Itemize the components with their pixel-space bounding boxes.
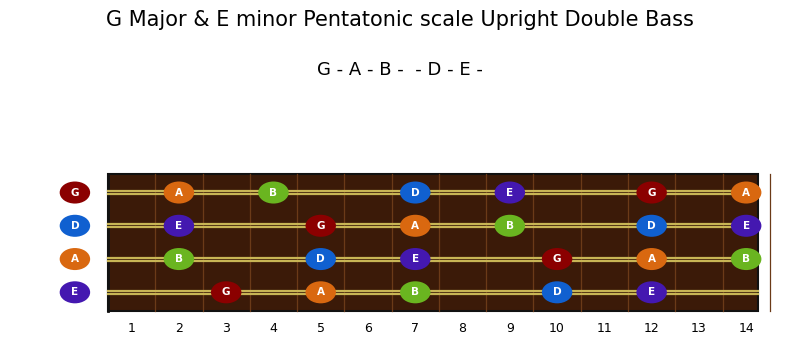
Circle shape xyxy=(401,216,430,236)
Circle shape xyxy=(496,216,524,236)
Text: A: A xyxy=(411,221,419,231)
Text: D: D xyxy=(553,287,562,297)
Circle shape xyxy=(732,182,760,202)
Text: 6: 6 xyxy=(364,322,372,335)
Text: A: A xyxy=(742,187,750,198)
Circle shape xyxy=(61,282,89,302)
Text: E: E xyxy=(175,221,182,231)
Circle shape xyxy=(638,182,666,202)
Text: 9: 9 xyxy=(506,322,514,335)
Circle shape xyxy=(543,249,571,269)
Text: E: E xyxy=(506,187,514,198)
Circle shape xyxy=(638,216,666,236)
FancyBboxPatch shape xyxy=(108,174,758,311)
Text: D: D xyxy=(647,221,656,231)
Circle shape xyxy=(165,182,193,202)
Text: G: G xyxy=(647,187,656,198)
Circle shape xyxy=(732,249,760,269)
Text: 3: 3 xyxy=(222,322,230,335)
Text: G - A - B -  - D - E -: G - A - B - - D - E - xyxy=(317,61,483,79)
Text: E: E xyxy=(71,287,78,297)
Text: B: B xyxy=(411,287,419,297)
Circle shape xyxy=(732,216,760,236)
Circle shape xyxy=(638,282,666,302)
Text: 11: 11 xyxy=(597,322,612,335)
Circle shape xyxy=(61,249,89,269)
Text: 2: 2 xyxy=(175,322,183,335)
Text: 14: 14 xyxy=(738,322,754,335)
Text: G: G xyxy=(70,187,79,198)
Text: E: E xyxy=(412,254,419,264)
Text: 10: 10 xyxy=(549,322,565,335)
Text: G: G xyxy=(317,221,325,231)
Circle shape xyxy=(638,249,666,269)
Text: D: D xyxy=(70,221,79,231)
Circle shape xyxy=(306,282,335,302)
Circle shape xyxy=(543,282,571,302)
Text: 7: 7 xyxy=(411,322,419,335)
Text: E: E xyxy=(742,221,750,231)
Circle shape xyxy=(306,249,335,269)
Circle shape xyxy=(212,282,240,302)
Text: D: D xyxy=(317,254,325,264)
Text: B: B xyxy=(175,254,183,264)
Text: 4: 4 xyxy=(270,322,278,335)
Text: 8: 8 xyxy=(458,322,466,335)
Text: B: B xyxy=(506,221,514,231)
Text: E: E xyxy=(648,287,655,297)
Circle shape xyxy=(61,216,89,236)
Text: 1: 1 xyxy=(128,322,135,335)
Circle shape xyxy=(401,282,430,302)
Circle shape xyxy=(61,182,89,202)
Circle shape xyxy=(496,182,524,202)
Circle shape xyxy=(259,182,288,202)
Text: G Major & E minor Pentatonic scale Upright Double Bass: G Major & E minor Pentatonic scale Uprig… xyxy=(106,10,694,30)
Text: 5: 5 xyxy=(317,322,325,335)
Circle shape xyxy=(165,249,193,269)
Text: B: B xyxy=(742,254,750,264)
Circle shape xyxy=(165,216,193,236)
Text: A: A xyxy=(71,254,79,264)
Text: D: D xyxy=(411,187,419,198)
Text: A: A xyxy=(175,187,183,198)
Text: G: G xyxy=(553,254,562,264)
Circle shape xyxy=(401,182,430,202)
Text: 13: 13 xyxy=(691,322,706,335)
Text: G: G xyxy=(222,287,230,297)
Text: B: B xyxy=(270,187,278,198)
Circle shape xyxy=(306,216,335,236)
Circle shape xyxy=(401,249,430,269)
Text: A: A xyxy=(648,254,656,264)
Text: A: A xyxy=(317,287,325,297)
Text: 12: 12 xyxy=(644,322,659,335)
